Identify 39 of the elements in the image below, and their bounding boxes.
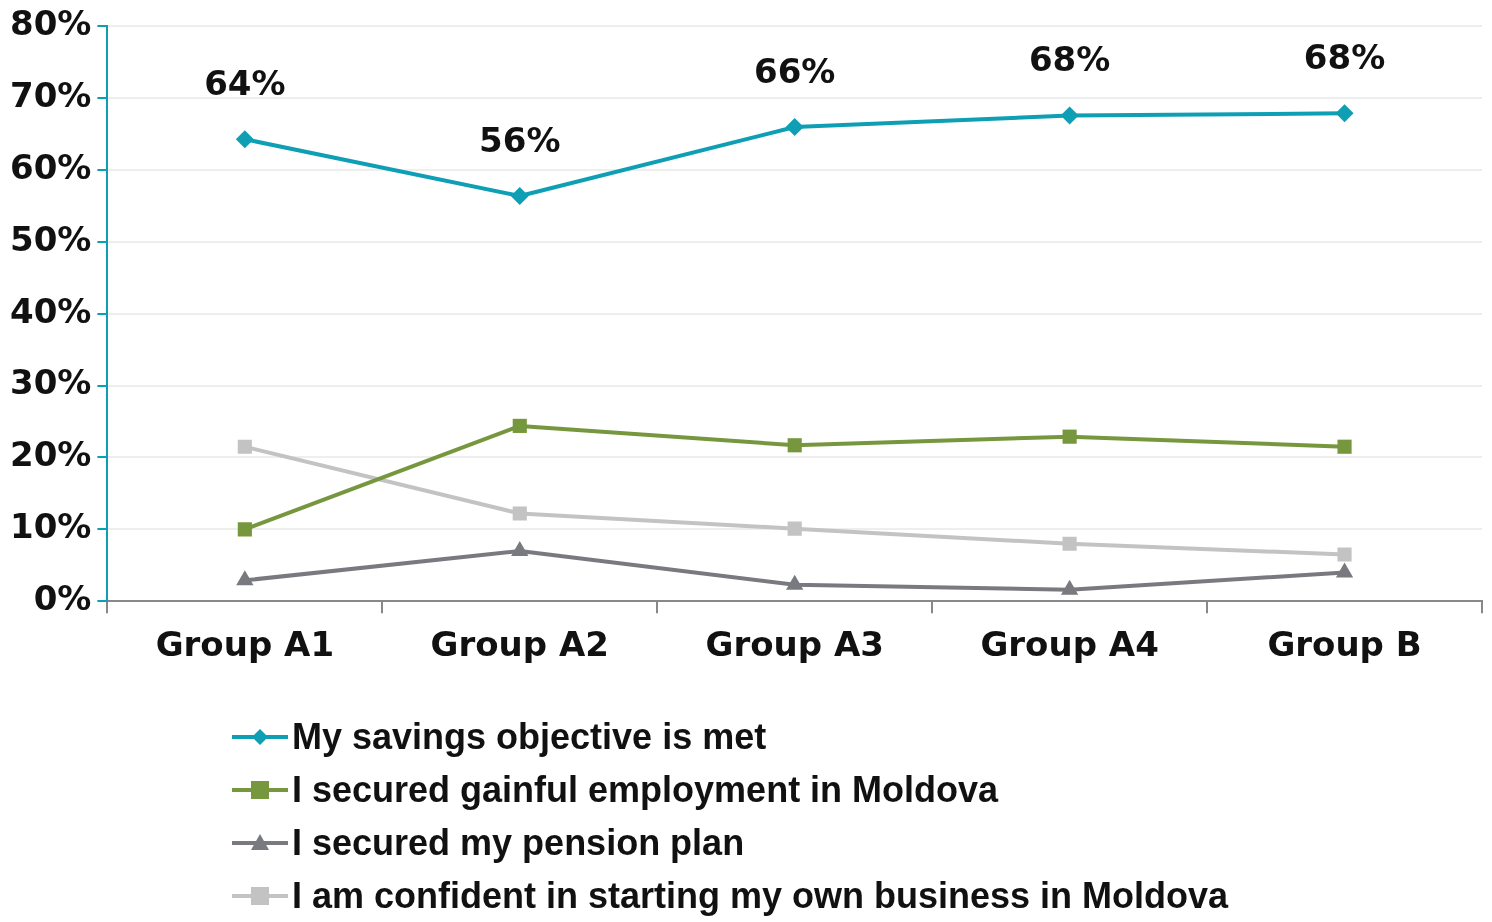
point: [787, 521, 802, 536]
point: [237, 439, 252, 454]
point: [237, 522, 252, 537]
y-tick-label: 60%: [9, 146, 92, 187]
data-label: 56%: [479, 119, 561, 160]
point: [510, 186, 529, 205]
point: [787, 438, 802, 453]
legend-label: My savings objective is met: [292, 715, 767, 758]
x-tick-label: Group A1: [155, 624, 335, 665]
data-label: 68%: [1303, 37, 1386, 78]
data-label: 66%: [754, 50, 836, 91]
point: [1335, 104, 1354, 123]
x-tick-label: Group A3: [705, 624, 884, 665]
point: [1062, 536, 1077, 551]
x-tick-label: Group A4: [980, 624, 1159, 665]
point: [1062, 429, 1077, 444]
y-tick-label: 80%: [9, 3, 92, 44]
y-tick-label: 70%: [9, 75, 92, 116]
data-label: 68%: [1028, 39, 1111, 80]
y-tick-label: 0%: [33, 578, 92, 619]
y-tick-label: 40%: [9, 290, 92, 331]
point: [1060, 106, 1079, 125]
point: [785, 117, 804, 136]
point: [1337, 547, 1352, 562]
x-tick-label: Group A2: [430, 624, 609, 665]
point: [1337, 439, 1352, 454]
legend-label: I secured gainful employment in Moldova: [292, 768, 999, 811]
x-tick-label: Group B: [1267, 624, 1422, 665]
point: [512, 418, 527, 433]
y-tick-label: 10%: [9, 506, 92, 547]
y-tick-label: 20%: [9, 434, 92, 475]
legend-label: I am confident in starting my own business in Moldova: [292, 874, 1229, 917]
point: [236, 570, 254, 586]
point: [512, 506, 527, 521]
y-tick-label: 30%: [9, 362, 92, 403]
point: [235, 130, 254, 149]
data-label: 64%: [204, 63, 286, 104]
legend-label: I secured my pension plan: [292, 821, 745, 864]
y-tick-label: 50%: [9, 218, 92, 259]
